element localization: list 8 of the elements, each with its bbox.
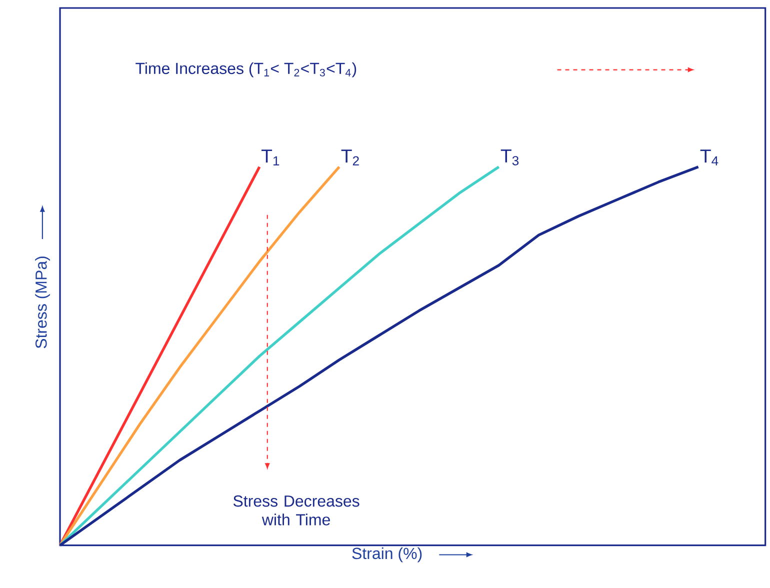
y-axis-title: Stress (MPa): [35, 256, 50, 348]
series-label: T$_{4}$: [700, 150, 718, 166]
text: Time Increases (T$_{1}$< T$_{2}$<T$_{3}$<T$_{4}$): [136, 62, 356, 78]
series-label: T$_{2}$: [341, 150, 359, 166]
series-label: T$_{3}$: [500, 149, 519, 166]
x-axis-title: Strain (%): [352, 547, 422, 562]
annotation: Stress Decreases with Time: [233, 495, 360, 526]
series-label: T$_{1}$: [261, 150, 280, 166]
